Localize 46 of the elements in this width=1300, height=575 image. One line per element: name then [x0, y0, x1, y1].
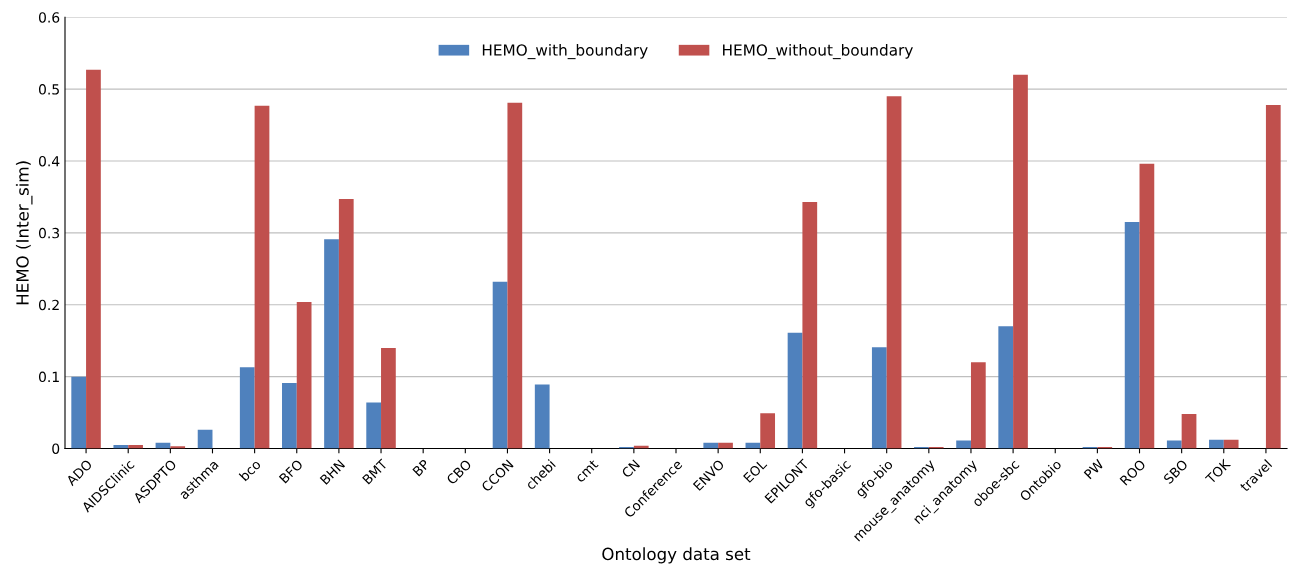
bar [366, 402, 382, 449]
bar [296, 301, 312, 449]
legend-label: HEMO_without_boundary [723, 43, 913, 60]
bar [970, 362, 986, 449]
bar [381, 347, 396, 449]
x-tick-label: PW [1083, 458, 1105, 480]
bar [956, 440, 971, 449]
y-tick-label: 0.1 [38, 371, 59, 383]
bar [1166, 440, 1182, 449]
x-tick-label: cmt [574, 458, 599, 483]
y-tick-label: 0.2 [38, 299, 59, 311]
x-tick-label: BP [412, 458, 430, 477]
bar [760, 413, 776, 449]
bar [998, 326, 1014, 449]
y-tick-label: 0.4 [38, 155, 60, 167]
bar [1223, 439, 1239, 449]
bar [170, 446, 186, 449]
bar [492, 281, 508, 449]
bar [1124, 222, 1140, 449]
y-axis-title: HEMO (Inter_sim) [15, 161, 33, 305]
y-tick-label: 0.5 [38, 84, 59, 95]
bar [86, 69, 101, 449]
y-tick-label: 0 [52, 443, 60, 454]
bar [282, 383, 297, 449]
x-tick-label: bco [238, 458, 262, 482]
bar [1013, 74, 1028, 449]
bar [787, 332, 803, 449]
bar [338, 199, 354, 449]
bar [71, 376, 87, 449]
bar [1209, 439, 1224, 449]
bar [802, 201, 818, 449]
y-tick-label: 0.3 [38, 227, 60, 239]
y-tick-label: 0.6 [38, 12, 60, 23]
bar [197, 429, 213, 449]
bar [534, 384, 550, 449]
x-axis-title: Ontology data set [602, 547, 751, 564]
bar [507, 102, 523, 449]
bar [254, 105, 270, 449]
bar [1265, 104, 1281, 449]
bar [886, 96, 902, 449]
bar [1139, 163, 1155, 449]
bar [1181, 414, 1197, 449]
legend-label: HEMO_with_boundary [482, 43, 648, 60]
bar [871, 347, 887, 449]
bar [324, 239, 339, 449]
bar [239, 367, 255, 449]
